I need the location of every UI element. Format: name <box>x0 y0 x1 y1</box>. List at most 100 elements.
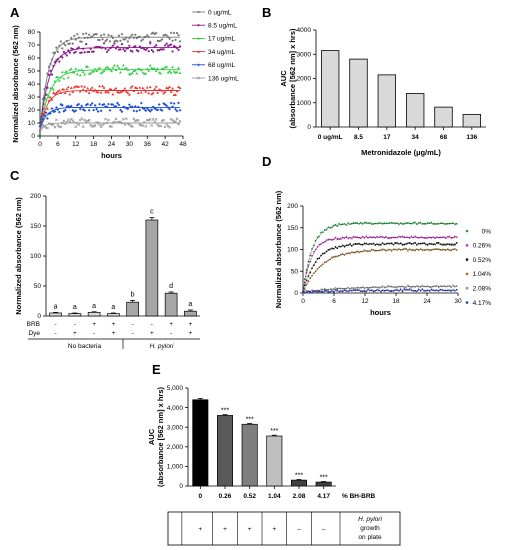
a-point <box>123 67 127 70</box>
a-point <box>141 86 145 90</box>
d-point <box>450 286 453 289</box>
d-point <box>416 243 418 246</box>
e-y-tick-label: 1,000 <box>167 464 184 471</box>
d-point <box>376 249 379 252</box>
a-point <box>160 119 164 123</box>
a-point <box>130 105 134 109</box>
a-point <box>50 107 54 110</box>
a-point <box>119 48 122 51</box>
d-point <box>444 237 447 240</box>
d-point <box>401 285 404 288</box>
a-point <box>117 103 121 107</box>
d-point <box>439 243 442 246</box>
d-point <box>316 236 319 239</box>
a-point <box>46 126 49 130</box>
c-brb-sign: + <box>111 321 115 328</box>
a-point <box>87 91 91 94</box>
d-point <box>455 288 458 291</box>
e-y-tick-label: 0 <box>179 483 183 490</box>
d-point <box>417 288 420 291</box>
a-point <box>84 89 88 93</box>
c-y-tick-label: 200 <box>30 193 41 200</box>
d-point <box>394 289 397 292</box>
d-point <box>410 249 413 252</box>
d-point <box>374 236 377 239</box>
e-growth-sign: – <box>297 526 301 533</box>
d-point <box>323 252 326 255</box>
d-point <box>396 286 398 289</box>
a-point <box>69 67 73 70</box>
a-point <box>162 91 166 95</box>
d-series-0 <box>302 221 458 294</box>
a-point <box>171 65 174 69</box>
panel-letter-b: B <box>262 5 271 20</box>
d-point <box>444 243 447 246</box>
b-x-tick-label: 34 <box>412 134 420 141</box>
d-point <box>448 284 451 287</box>
d-point <box>347 252 350 255</box>
a-point <box>113 120 116 124</box>
d-point <box>312 244 315 247</box>
a-point <box>74 67 78 70</box>
d-point <box>390 290 393 293</box>
e-y-tick-label: 2,000 <box>167 444 184 451</box>
a-point <box>153 67 157 70</box>
d-point <box>331 226 333 229</box>
d-point <box>452 248 454 251</box>
d-point <box>392 236 395 239</box>
a-point <box>151 118 155 121</box>
d-point <box>412 285 415 288</box>
d-point <box>338 254 341 257</box>
c-sig-label: a <box>73 304 77 311</box>
d-point <box>437 286 440 289</box>
e-bar <box>241 423 258 487</box>
d-point <box>363 287 366 290</box>
c-bar <box>126 301 139 317</box>
d-point <box>302 290 304 292</box>
d-point <box>403 247 406 250</box>
b-x-tick-label: 68 <box>440 134 448 141</box>
a-point <box>95 90 99 93</box>
e-bar <box>217 415 233 487</box>
d-point <box>370 223 373 226</box>
d-point <box>443 243 445 246</box>
a-point <box>144 90 148 93</box>
c-dye-sign: + <box>188 330 192 337</box>
d-series-1 <box>302 235 458 293</box>
d-point <box>358 242 360 245</box>
a-x-tick-label: 48 <box>179 141 187 148</box>
a-point <box>168 107 171 111</box>
a-point <box>126 68 130 72</box>
a-point <box>44 97 48 101</box>
a-point <box>120 110 124 114</box>
d-point <box>446 222 449 225</box>
e-growth-label: H. pylori <box>358 516 382 523</box>
a-point <box>93 124 97 127</box>
d-point <box>311 289 313 292</box>
d-point <box>455 249 458 251</box>
a-point <box>66 75 70 79</box>
d-point <box>327 238 330 241</box>
d-point <box>374 289 377 292</box>
a-point <box>153 120 157 124</box>
a-point <box>136 118 140 122</box>
d-point <box>437 236 440 239</box>
d-point <box>397 235 400 238</box>
a-point <box>129 124 133 128</box>
a-x-tick-label: 12 <box>72 141 80 148</box>
d-point <box>387 237 389 240</box>
d-point <box>399 288 402 291</box>
a-point <box>107 90 110 94</box>
a-legend-label: 34 ug/mL <box>208 49 235 56</box>
e-y-axis-title-2: (absorbance [562 nm] x hrs) <box>156 386 165 487</box>
a-point <box>172 31 176 35</box>
c-dye-sign: + <box>150 330 154 337</box>
a-point <box>55 59 58 62</box>
a-point <box>105 90 109 93</box>
d-point <box>363 242 366 245</box>
a-point <box>169 101 173 105</box>
a-point <box>80 117 84 121</box>
a-point <box>96 67 100 71</box>
a-point <box>130 71 134 75</box>
a-point <box>160 109 164 112</box>
